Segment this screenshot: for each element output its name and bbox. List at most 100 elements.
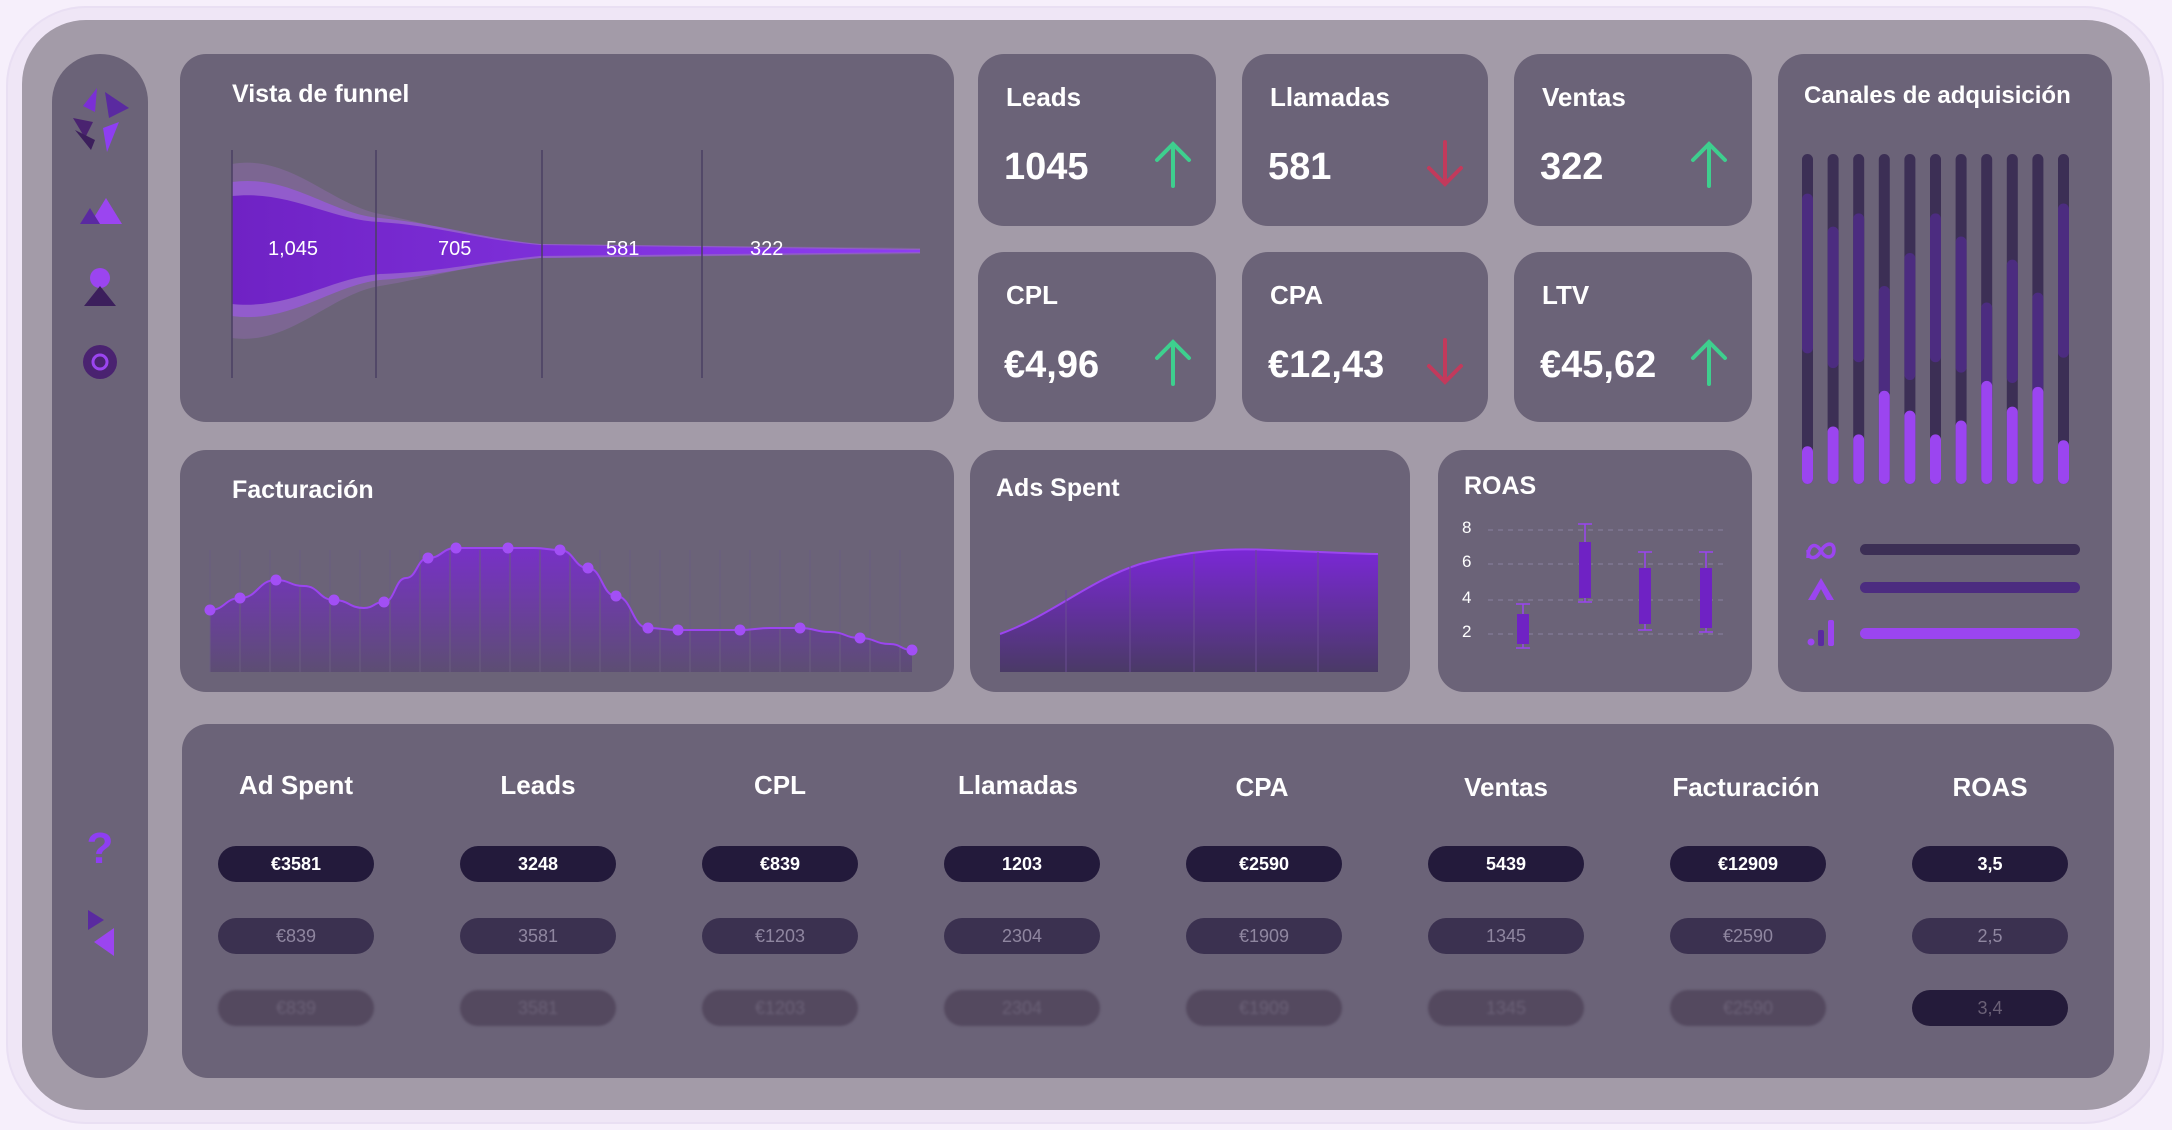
analytics-icon	[1807, 620, 1834, 646]
table-cell[interactable]: 3581	[460, 990, 616, 1026]
table-cell[interactable]: 3581	[460, 918, 616, 954]
channel-bar-fill	[2058, 440, 2069, 484]
kpi-label: CPL	[1006, 280, 1058, 310]
kpi-value: €4,96	[1004, 344, 1100, 386]
kpi-leads[interactable]: Leads 1045	[978, 54, 1216, 226]
table-cell[interactable]: 3248	[460, 846, 616, 882]
table-cell[interactable]: €1203	[702, 918, 858, 954]
table-cell[interactable]: €12909	[1670, 846, 1826, 882]
channel-analytics-bar	[1860, 628, 2080, 639]
channel-bar-fill	[1853, 434, 1865, 484]
table-cell[interactable]: 2304	[944, 918, 1100, 954]
ads-spent-chart	[999, 548, 1379, 672]
roas-title: ROAS	[1464, 472, 1537, 500]
profile-icon[interactable]	[52, 266, 148, 313]
table-cell[interactable]: €1203	[702, 990, 858, 1026]
table-cell[interactable]: €839	[702, 846, 858, 882]
channel-bar-mid	[1930, 213, 1941, 363]
table-cell[interactable]: 5439	[1428, 846, 1584, 882]
funnel-title: Vista de funnel	[232, 80, 410, 108]
table-cell[interactable]: 2,5	[1912, 918, 2068, 954]
kpi-value: €12,43	[1268, 344, 1385, 386]
circle-icon[interactable]	[52, 342, 148, 387]
funnel-label-1: 1,045	[268, 238, 319, 260]
roas-card: ROAS 8 6 4 2	[1438, 450, 1752, 692]
table-cell[interactable]: €839	[218, 918, 374, 954]
table-cell[interactable]: €1909	[1186, 990, 1342, 1026]
funnel-label-3: 581	[606, 238, 640, 260]
arrow-up-icon	[1155, 141, 1191, 188]
arrow-up-icon	[1691, 141, 1727, 188]
billing-title: Facturación	[232, 476, 374, 504]
roas-tick: 6	[1462, 552, 1472, 571]
billing-point	[422, 552, 434, 564]
kpi-llamadas[interactable]: Llamadas 581	[1242, 54, 1488, 226]
funnel-label-2: 705	[438, 238, 472, 260]
table-cell[interactable]: 1345	[1428, 918, 1584, 954]
table-cell[interactable]: €2590	[1670, 990, 1826, 1026]
logo-icon[interactable]	[52, 82, 148, 163]
channel-bar-mid	[1827, 226, 1839, 369]
table-cell[interactable]: 1203	[944, 846, 1100, 882]
ads-icon	[1808, 578, 1834, 600]
kpi-cpl[interactable]: CPL €4,96	[978, 252, 1216, 422]
arrow-up-icon	[1691, 339, 1727, 386]
table-header: Leads	[500, 770, 576, 800]
funnel-label-4: 322	[750, 238, 784, 260]
billing-point	[610, 590, 622, 602]
funnel-chart	[231, 150, 920, 378]
ads-spent-title: Ads Spent	[996, 474, 1120, 502]
table-header: CPL	[754, 770, 806, 800]
channels-bars	[1802, 154, 2069, 484]
channel-bar-mid	[1878, 286, 1890, 395]
meta-icon	[1806, 542, 1836, 560]
sidebar: ?	[52, 54, 148, 1078]
channels-card: Canales de adquisición	[1778, 54, 2112, 692]
kpi-ltv[interactable]: LTV €45,62	[1514, 252, 1752, 422]
channel-bar-fill	[1930, 434, 1941, 484]
channel-bar-mid	[1955, 236, 1967, 373]
kpi-value: 1045	[1004, 146, 1089, 188]
table-cell[interactable]: 3,5	[1912, 846, 2068, 882]
kpi-label: Leads	[1006, 82, 1082, 112]
channel-bar-mid	[1853, 213, 1865, 363]
channel-bar-fill	[1981, 380, 1993, 484]
table-cell[interactable]: 2304	[944, 990, 1100, 1026]
channels-title: Canales de adquisición	[1804, 82, 2071, 109]
table-cell[interactable]: €839	[218, 990, 374, 1026]
table-cell[interactable]: €2590	[1186, 846, 1342, 882]
billing-point	[672, 624, 684, 636]
channel-bar-mid	[2006, 259, 2018, 384]
kpi-value: 581	[1268, 146, 1332, 188]
channel-bar-fill	[1878, 390, 1890, 484]
kpi-ventas[interactable]: Ventas 322	[1514, 54, 1752, 226]
billing-chart	[204, 542, 918, 672]
table-cell[interactable]: 1345	[1428, 990, 1584, 1026]
play-icon[interactable]	[52, 906, 148, 963]
channel-bar-fill	[1955, 420, 1967, 484]
table-cell[interactable]: €1909	[1186, 918, 1342, 954]
kpi-value: 322	[1540, 146, 1604, 188]
roas-tick: 4	[1462, 588, 1472, 607]
billing-point	[204, 604, 216, 616]
kpi-label: CPA	[1270, 280, 1323, 310]
channel-meta-bar	[1860, 544, 2080, 555]
table-cell[interactable]: €3581	[218, 846, 374, 882]
table-header: ROAS	[1952, 772, 2028, 802]
billing-point	[234, 592, 246, 604]
arrow-up-icon	[1155, 339, 1191, 386]
shapes-icon[interactable]	[52, 194, 148, 235]
billing-point	[854, 632, 866, 644]
kpi-label: LTV	[1542, 280, 1590, 310]
table-cell[interactable]: €2590	[1670, 918, 1826, 954]
kpi-value: €45,62	[1540, 344, 1657, 386]
channel-ads-bar	[1860, 582, 2080, 593]
channel-bar-fill	[1904, 410, 1916, 484]
help-icon[interactable]: ?	[86, 824, 114, 873]
table-header: Facturación	[1672, 772, 1820, 802]
billing-point	[554, 544, 566, 556]
table-header: Llamadas	[958, 770, 1078, 800]
kpi-cpa[interactable]: CPA €12,43	[1242, 252, 1488, 422]
channel-bar-mid	[2032, 292, 2044, 398]
table-cell[interactable]: 3,4	[1912, 990, 2068, 1026]
